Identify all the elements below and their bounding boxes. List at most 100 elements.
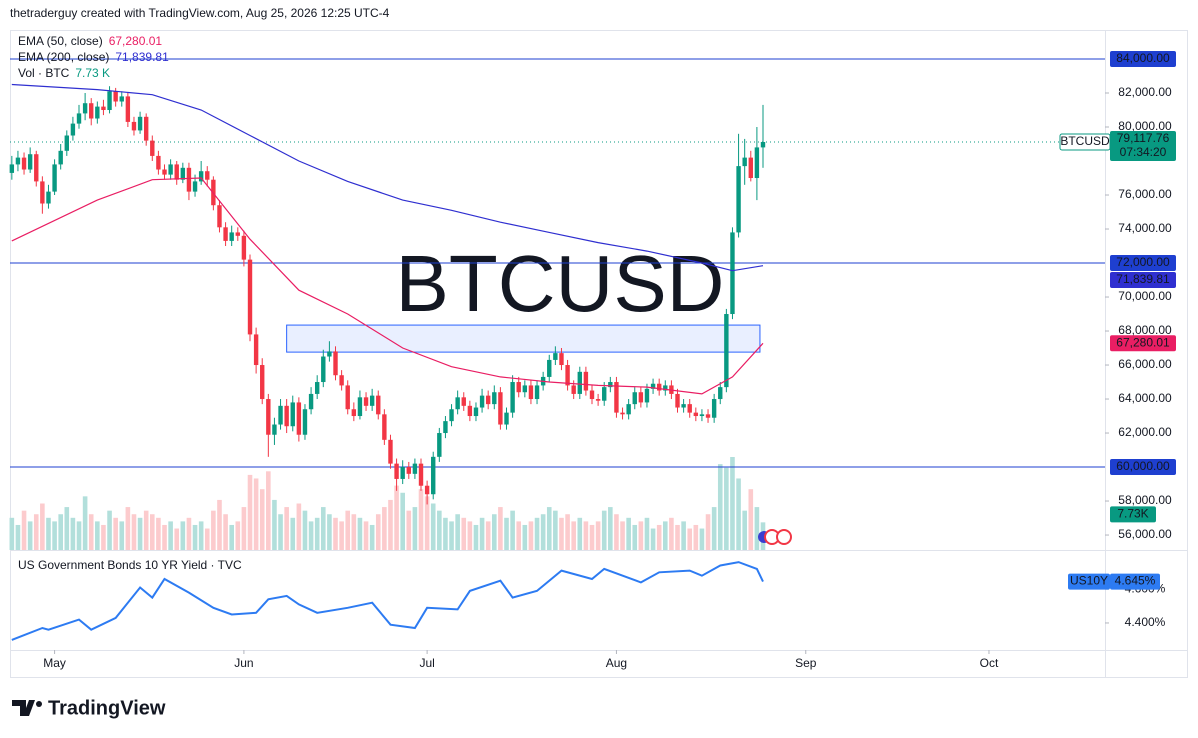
candle-body bbox=[351, 409, 357, 417]
volume-bar bbox=[656, 524, 662, 550]
volume-bar bbox=[650, 528, 656, 550]
volume-bar bbox=[345, 510, 351, 550]
candle-body bbox=[82, 103, 88, 114]
candle-body bbox=[547, 359, 552, 377]
candle-body bbox=[223, 227, 228, 241]
candle-body bbox=[754, 147, 760, 179]
candle-body bbox=[308, 393, 314, 410]
candle-body bbox=[260, 365, 265, 400]
volume-bar bbox=[437, 510, 442, 550]
candle-body bbox=[742, 157, 747, 167]
candle-body bbox=[125, 96, 131, 122]
volume-bar bbox=[534, 517, 540, 550]
y-tick-label: 68,000.00 bbox=[1118, 323, 1172, 337]
legend-value: 71,839.81 bbox=[115, 50, 169, 64]
candle-body bbox=[357, 397, 363, 417]
candle-body bbox=[492, 392, 497, 405]
volume-bar bbox=[21, 510, 27, 550]
last-value-bg bbox=[1110, 573, 1160, 590]
x-tick-label: May bbox=[43, 656, 66, 670]
level-label: 72,000.00 bbox=[1116, 255, 1170, 269]
volume-bar bbox=[644, 517, 650, 550]
volume-bar bbox=[473, 524, 479, 550]
y-tick-label: 66,000.00 bbox=[1118, 357, 1172, 371]
volume-bar bbox=[52, 521, 57, 550]
candle-body bbox=[376, 395, 381, 415]
candle-body bbox=[266, 399, 271, 435]
volume-bar bbox=[687, 528, 693, 550]
candle-body bbox=[229, 232, 234, 241]
y-tick-label: 62,000.00 bbox=[1118, 425, 1172, 439]
candle-body bbox=[247, 259, 253, 335]
volume-bar bbox=[577, 517, 583, 550]
volume-bar bbox=[253, 478, 259, 550]
candle-body bbox=[626, 404, 631, 415]
pane-title: US Government Bonds 10 YR Yield · TVC bbox=[18, 558, 242, 572]
volume-bar bbox=[400, 492, 405, 550]
candle-body bbox=[437, 433, 442, 457]
volume-bar bbox=[241, 507, 247, 550]
candle-body bbox=[339, 375, 344, 386]
volume-bar bbox=[406, 510, 412, 550]
candle-body bbox=[137, 116, 143, 131]
candle-body bbox=[15, 157, 21, 165]
candle-body bbox=[473, 407, 479, 417]
legend-name: Vol · BTC bbox=[18, 66, 70, 80]
ema-axis-label-bg bbox=[1110, 272, 1176, 289]
volume-bar bbox=[583, 521, 589, 550]
volume-bar bbox=[528, 521, 534, 550]
frame bbox=[10, 30, 1188, 678]
candle-body bbox=[113, 91, 118, 102]
volume-bar bbox=[162, 524, 167, 550]
volume-bar bbox=[430, 503, 436, 550]
candle-body bbox=[296, 402, 302, 435]
volume-bar bbox=[278, 514, 283, 550]
y-tick-label: 58,000.00 bbox=[1118, 493, 1172, 507]
candle-body bbox=[27, 154, 33, 170]
volume-bar bbox=[461, 517, 467, 550]
volume-bar bbox=[382, 507, 387, 550]
candle-body bbox=[687, 404, 692, 413]
volume-bar bbox=[211, 510, 216, 550]
ema-axis-label: 71,839.81 bbox=[1116, 272, 1170, 286]
volume-bar bbox=[595, 521, 601, 550]
candle-body bbox=[699, 414, 705, 417]
candle-body bbox=[614, 382, 619, 413]
event-icon bbox=[776, 529, 792, 545]
volume-bar bbox=[320, 507, 326, 550]
volume-bar bbox=[626, 517, 631, 550]
candle-body bbox=[21, 157, 27, 170]
candle-body bbox=[168, 164, 173, 175]
candle-body bbox=[253, 334, 259, 366]
candle-body bbox=[388, 439, 393, 464]
volume-bar bbox=[70, 517, 76, 550]
candle-body bbox=[730, 232, 735, 315]
volume-bar bbox=[76, 521, 82, 550]
candle-body bbox=[418, 463, 424, 486]
volume-bar bbox=[540, 514, 546, 550]
countdown: 07:34:20 bbox=[1120, 145, 1167, 159]
volume-bar bbox=[742, 510, 747, 550]
volume-bar bbox=[186, 517, 192, 550]
candle-body bbox=[504, 412, 509, 425]
candle-body bbox=[58, 150, 63, 165]
candle-body bbox=[162, 169, 167, 175]
volume-bar bbox=[204, 528, 210, 550]
level-label-bg bbox=[1110, 459, 1176, 476]
candle-body bbox=[510, 382, 515, 413]
candle-body bbox=[760, 142, 766, 148]
logo-text: TradingView bbox=[48, 697, 166, 719]
volume-bar bbox=[88, 514, 94, 550]
candle-body bbox=[34, 154, 39, 182]
volume-bar bbox=[131, 514, 137, 550]
legend-name: EMA (50, close) bbox=[18, 34, 103, 48]
volume-bar bbox=[351, 514, 357, 550]
level-label: 84,000.00 bbox=[1116, 51, 1170, 65]
candle-body bbox=[443, 421, 448, 434]
volume-bar bbox=[33, 514, 39, 550]
volume-axis-label: 7.73K bbox=[1117, 507, 1148, 521]
candle-body bbox=[150, 140, 155, 156]
legend-label: 7.73 K bbox=[75, 66, 110, 80]
volume-bar bbox=[363, 521, 369, 550]
